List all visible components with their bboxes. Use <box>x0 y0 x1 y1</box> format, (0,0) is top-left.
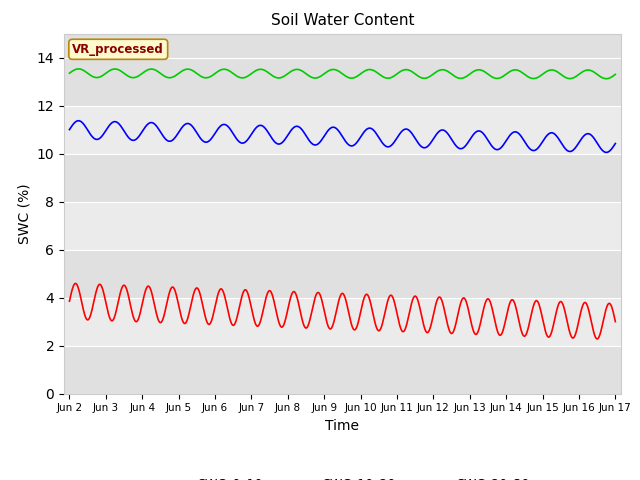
Bar <box>64 154 621 202</box>
Bar <box>64 58 621 106</box>
Title: Soil Water Content: Soil Water Content <box>271 13 414 28</box>
X-axis label: Time: Time <box>325 419 360 433</box>
Y-axis label: SWC (%): SWC (%) <box>17 183 31 244</box>
Bar <box>64 298 621 346</box>
Legend: SWC_0_10, SWC_10_20, SWC_20_30: SWC_0_10, SWC_10_20, SWC_20_30 <box>150 472 534 480</box>
Bar <box>64 106 621 154</box>
Text: VR_processed: VR_processed <box>72 43 164 56</box>
Bar <box>64 202 621 250</box>
Bar <box>64 250 621 298</box>
Bar <box>64 346 621 394</box>
